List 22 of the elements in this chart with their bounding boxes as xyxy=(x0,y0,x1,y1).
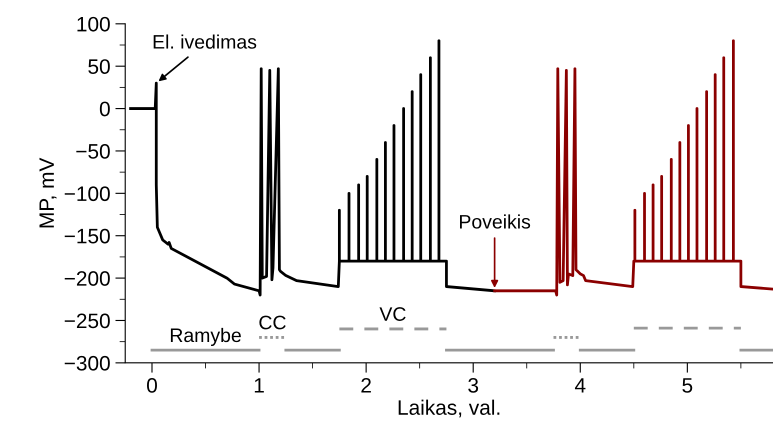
x-tick-label: 4 xyxy=(574,378,586,393)
y-tick-label: −250 xyxy=(64,313,110,328)
y-tick-label: −150 xyxy=(64,228,110,244)
y-tick-label: 0 xyxy=(100,102,110,116)
y-tick-label: −50 xyxy=(76,144,110,159)
y-tick-label: −200 xyxy=(64,271,110,286)
x-tick-label: 3 xyxy=(468,378,478,393)
x-tick-label: 5 xyxy=(682,378,692,393)
y-tick-label: −300 xyxy=(64,356,110,371)
series-label: VC xyxy=(379,307,406,321)
y-tick-label: 50 xyxy=(88,59,110,74)
series-label: Ramybe xyxy=(170,328,241,346)
series-label: CC xyxy=(259,316,286,330)
y-tick-label: −100 xyxy=(64,186,110,202)
x-tick-label: 1 xyxy=(254,378,264,393)
x-tick-label: 2 xyxy=(361,378,371,393)
y-axis-title: MP, mV xyxy=(40,158,57,228)
x-tick-label: 0 xyxy=(147,378,157,393)
y-tick-label: 100 xyxy=(77,16,110,32)
annotation: Poveikis xyxy=(460,214,530,229)
x-axis-title: Laikas, val. xyxy=(398,400,500,418)
annotation: El. ivedimas xyxy=(154,34,256,49)
